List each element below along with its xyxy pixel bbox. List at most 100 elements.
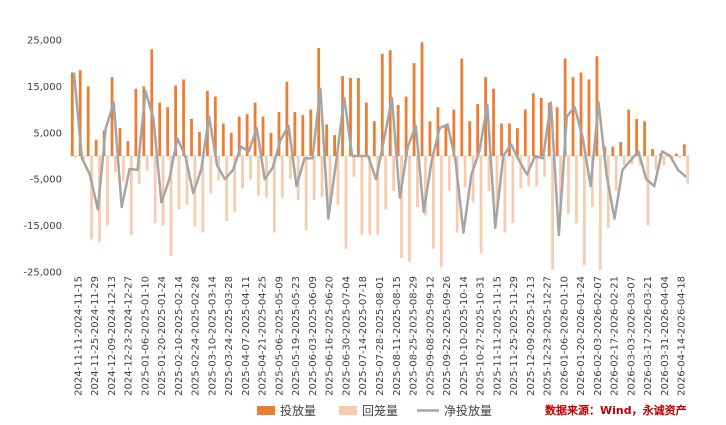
x-tick-label: 2025-08-25-2025-08-29	[409, 276, 420, 396]
withdraw-bar	[559, 156, 562, 210]
withdraw-bar	[487, 156, 491, 191]
withdraw-bar	[169, 156, 173, 256]
withdraw-bar	[575, 156, 578, 224]
withdraw-bar	[376, 156, 380, 235]
inject-bar	[277, 111, 281, 156]
withdraw-bar	[400, 156, 403, 259]
inject-bar	[126, 141, 130, 156]
x-tick-label: 2025-09-08-2025-09-12	[425, 276, 436, 396]
inject-bar	[70, 72, 74, 156]
withdraw-bar	[622, 156, 626, 166]
withdraw-bar	[145, 156, 149, 171]
x-tick-label: 2025-01-20-2025-01-24	[157, 276, 168, 396]
withdraw-bar	[209, 156, 213, 194]
inject-bar	[643, 121, 646, 156]
withdraw-bar	[241, 156, 244, 189]
x-tick-label: 2025-04-07-2025-04-11	[241, 276, 252, 396]
inject-bar	[539, 98, 543, 156]
inject-bar	[245, 114, 249, 156]
inject-bar	[372, 121, 376, 156]
x-tick-label: 2025-09-22-2025-09-26	[442, 276, 453, 396]
withdraw-bar	[431, 156, 435, 249]
inject-bar	[619, 142, 623, 156]
inject-bar	[333, 135, 336, 156]
withdraw-bar	[328, 156, 332, 203]
withdraw-bar	[392, 156, 395, 191]
withdraw-bar	[312, 156, 316, 201]
inject-bar	[174, 85, 178, 156]
x-tick-label: 2024-11-11-2024-11-15	[73, 276, 84, 396]
x-tick-label: 2025-03-24-2025-03-28	[224, 276, 235, 396]
withdraw-bar	[225, 156, 229, 221]
withdraw-bar	[360, 156, 364, 235]
withdraw-bar	[161, 156, 165, 226]
withdraw-bar	[177, 156, 181, 210]
inject-bar	[611, 146, 615, 156]
y-axis-ticks: 25,000 15,000 5,000 -5,000 -15,000 -25,000	[23, 36, 62, 279]
withdraw-bar	[479, 156, 483, 254]
inject-bar	[468, 121, 472, 156]
inject-bar	[134, 88, 138, 156]
x-tick-label: 2025-02-10-2025-02-14	[174, 276, 185, 396]
x-axis-ticks: 2024-11-11-2024-11-15 2024-11-25-2024-11-…	[73, 276, 687, 396]
inject-bar	[86, 86, 90, 156]
inject-bar	[229, 132, 233, 156]
legend-label-inject: 投放量	[280, 403, 316, 418]
x-tick-label: 2026-01-20-2026-01-24	[576, 276, 587, 396]
net-line-series	[72, 72, 687, 237]
inject-bar	[237, 116, 241, 156]
legend-swatch-withdraw	[339, 406, 357, 415]
withdraw-bar	[384, 156, 388, 210]
legend-label-net: 净投放量	[444, 403, 492, 418]
inject-bar	[118, 128, 122, 156]
withdraw-bar	[137, 156, 141, 184]
inject-bar	[110, 77, 114, 156]
x-tick-label: 2025-11-11-2025-11-15	[492, 276, 503, 396]
withdraw-bar	[543, 156, 547, 177]
x-tick-label: 2026-01-06-2026-01-10	[559, 276, 570, 396]
x-tick-label: 2025-05-06-2025-05-09	[274, 276, 285, 396]
inject-bar	[500, 123, 503, 156]
inject-bar	[635, 118, 639, 156]
withdraw-bar	[114, 156, 117, 173]
x-tick-label: 2026-03-03-2026-03-07	[626, 276, 637, 396]
y-tick-label: -15,000	[23, 221, 62, 232]
inject-series	[70, 42, 686, 157]
withdraw-bar	[551, 156, 554, 270]
inject-bar	[357, 78, 360, 156]
x-tick-label: 2026-02-03-2026-02-07	[593, 276, 604, 396]
y-tick-label: 15,000	[27, 82, 62, 93]
x-tick-label: 2024-12-09-2024-12-13	[107, 276, 118, 396]
inject-bar	[301, 115, 305, 156]
x-tick-label: 2025-06-03-2025-06-09	[308, 276, 319, 396]
x-tick-label: 2026-03-31-2026-04-04	[660, 276, 671, 396]
inject-bar	[269, 132, 273, 156]
withdraw-series	[74, 156, 690, 270]
inject-bar	[94, 139, 98, 156]
withdraw-bar	[272, 156, 276, 233]
inject-bar	[516, 128, 519, 156]
withdraw-bar	[471, 156, 475, 203]
inject-bar	[420, 42, 424, 156]
withdraw-bar	[439, 156, 443, 268]
x-tick-label: 2025-12-09-2025-12-13	[526, 276, 537, 396]
withdraw-bar	[455, 156, 459, 233]
inject-bar	[508, 123, 511, 156]
inject-bar	[674, 153, 678, 156]
legend-swatch-inject	[257, 406, 275, 415]
x-tick-label: 2025-11-25-2025-11-29	[509, 276, 520, 396]
inject-bar	[452, 109, 456, 156]
x-tick-label: 2025-02-24-2025-02-28	[191, 276, 202, 396]
inject-bar	[182, 79, 185, 156]
inject-bar	[587, 79, 591, 156]
y-tick-label: 25,000	[27, 36, 62, 47]
withdraw-bar	[511, 156, 515, 224]
withdraw-bar	[535, 156, 539, 187]
x-tick-label: 2025-07-28-2025-08-01	[375, 276, 386, 396]
x-tick-label: 2026-04-14-2026-04-18	[677, 276, 688, 396]
x-tick-label: 2025-07-14-2025-07-18	[358, 276, 369, 396]
inject-bar	[364, 102, 368, 156]
inject-bar	[555, 107, 559, 156]
inject-bar	[579, 72, 583, 156]
withdraw-bar	[662, 156, 666, 166]
